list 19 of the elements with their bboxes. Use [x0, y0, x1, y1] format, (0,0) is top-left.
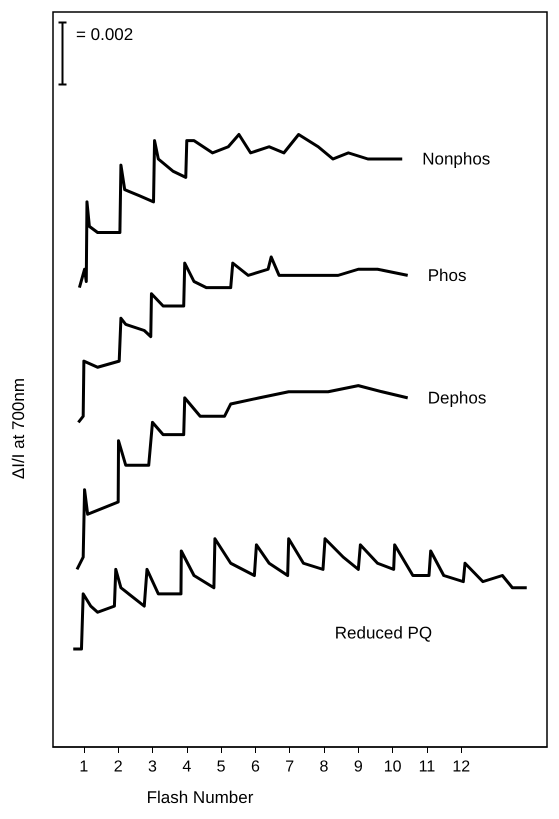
x-tick-label: 1 [79, 758, 88, 776]
y-axis-title: ΔI/I at 700nm [9, 378, 28, 480]
x-tick-label: 5 [216, 758, 226, 776]
x-tick-label: 10 [384, 758, 402, 776]
series-label: Dephos [428, 388, 486, 408]
x-tick-label: 11 [418, 758, 436, 776]
x-axis-title: Flash Number [146, 788, 254, 807]
series-label: Phos [428, 266, 466, 285]
x-tick-label: 8 [320, 758, 329, 776]
x-tick-label: 3 [148, 758, 158, 776]
text: = 0.002 [76, 25, 134, 44]
x-tick-label: 2 [114, 758, 123, 776]
x-tick-label: 6 [250, 758, 260, 776]
x-tick-label: 9 [354, 758, 363, 776]
series-label: Nonphos [422, 150, 490, 168]
x-tick-label: 4 [182, 758, 192, 776]
x-tick-label: 7 [285, 758, 294, 776]
text: Reduced PQ [334, 623, 432, 642]
x-tick-label: 12 [452, 758, 470, 776]
